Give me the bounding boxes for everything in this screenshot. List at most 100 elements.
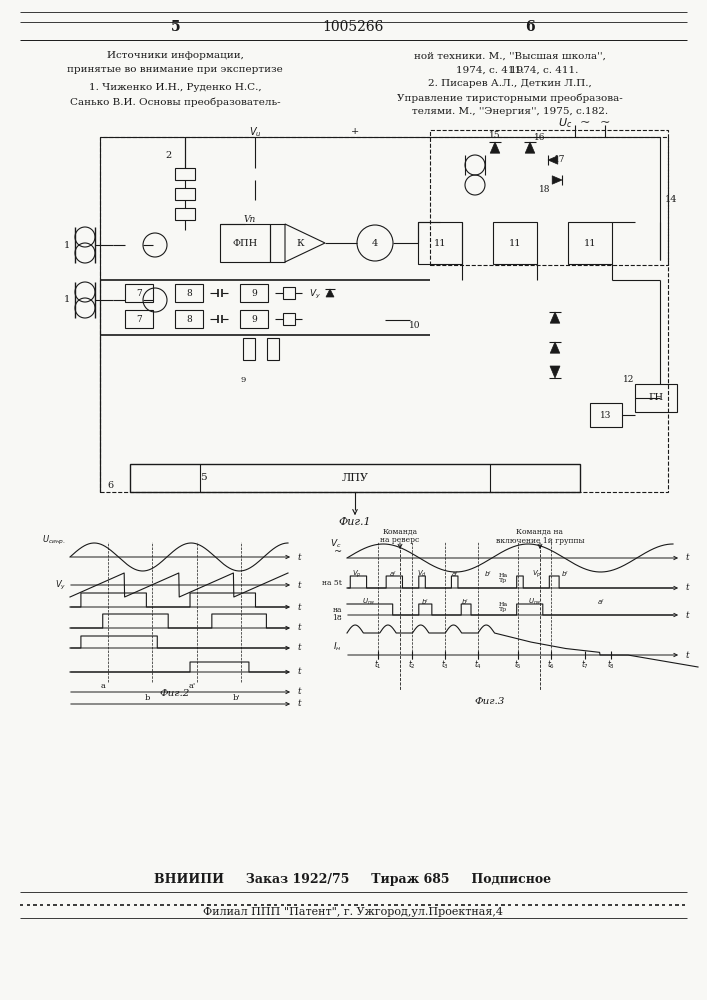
- Polygon shape: [525, 142, 534, 153]
- Text: $V_u$: $V_u$: [249, 125, 262, 139]
- Text: 6: 6: [525, 20, 534, 34]
- Bar: [100, 137, 668, 492]
- Text: b: b: [145, 694, 150, 702]
- Polygon shape: [550, 312, 560, 323]
- Text: $V_p$: $V_p$: [532, 568, 542, 580]
- Bar: [175, 168, 195, 180]
- Text: $U_c$: $U_c$: [558, 116, 572, 130]
- Text: ной техники. М., ''Высшая школа'',: ной техники. М., ''Высшая школа'',: [414, 51, 606, 60]
- Text: Vп: Vп: [244, 216, 256, 225]
- Polygon shape: [548, 156, 558, 164]
- Text: 2. Писарев А.Л., Деткин Л.П.,: 2. Писарев А.Л., Деткин Л.П.,: [428, 80, 592, 89]
- Bar: [243, 338, 255, 360]
- Text: t: t: [298, 668, 302, 676]
- Text: 1: 1: [64, 296, 70, 304]
- Text: t: t: [298, 688, 302, 696]
- Text: $t_2$: $t_2$: [408, 659, 416, 671]
- Polygon shape: [490, 142, 500, 153]
- Text: $a'$: $a'$: [597, 597, 605, 607]
- Text: 2: 2: [165, 150, 172, 159]
- Text: $t_6$: $t_6$: [547, 659, 556, 671]
- Text: 4: 4: [372, 238, 378, 247]
- Text: $U_{гм}$: $U_{гм}$: [362, 597, 375, 607]
- Bar: [175, 208, 195, 220]
- Text: $t_1$: $t_1$: [375, 659, 382, 671]
- Bar: [240, 284, 268, 302]
- Bar: [493, 222, 537, 264]
- Text: 14: 14: [665, 196, 677, 205]
- Text: 5: 5: [171, 20, 181, 34]
- Text: К: К: [296, 238, 304, 247]
- Text: t: t: [298, 624, 302, 633]
- Bar: [220, 224, 270, 262]
- Text: 13: 13: [600, 410, 612, 420]
- Bar: [283, 313, 295, 325]
- Text: 17: 17: [554, 155, 566, 164]
- Text: $t_4$: $t_4$: [474, 659, 482, 671]
- Text: t: t: [686, 554, 689, 562]
- Text: $t_3$: $t_3$: [441, 659, 449, 671]
- Text: $b'$: $b'$: [484, 569, 492, 579]
- Text: $V_y$: $V_y$: [54, 578, 66, 592]
- Text: 18: 18: [332, 614, 342, 622]
- Text: 11: 11: [584, 238, 596, 247]
- Text: 1. Чиженко И.Н., Руденко Н.С.,: 1. Чиженко И.Н., Руденко Н.С.,: [88, 84, 262, 93]
- Bar: [418, 222, 462, 264]
- Bar: [130, 464, 580, 492]
- Text: принятые во внимание при экспертизе: принятые во внимание при экспертизе: [67, 66, 283, 75]
- Text: ВНИИПИ     Заказ 1922/75     Тираж 685     Подписное: ВНИИПИ Заказ 1922/75 Тираж 685 Подписное: [154, 874, 551, 886]
- Text: a: a: [100, 682, 105, 690]
- Text: на реверс: на реверс: [380, 536, 420, 544]
- Text: на: на: [332, 606, 342, 614]
- Bar: [175, 188, 195, 200]
- Text: t: t: [686, 584, 689, 592]
- Text: 9: 9: [240, 376, 246, 384]
- Text: t: t: [298, 602, 302, 611]
- Bar: [430, 130, 668, 265]
- Text: ФПН: ФПН: [233, 238, 257, 247]
- Text: Фиг.2: Фиг.2: [160, 688, 190, 698]
- Text: t: t: [686, 650, 689, 660]
- Text: 9: 9: [251, 314, 257, 324]
- Text: ~: ~: [580, 116, 590, 129]
- Text: Источники информации,: Источники информации,: [107, 51, 243, 60]
- Text: на 5t: на 5t: [322, 579, 342, 587]
- Text: включение 1й группы: включение 1й группы: [496, 537, 584, 545]
- Bar: [283, 287, 295, 299]
- Text: $U_{гм}$: $U_{гм}$: [528, 597, 542, 607]
- Text: $b'$: $b'$: [421, 597, 429, 607]
- Text: $V_d$: $V_d$: [416, 569, 426, 579]
- Text: $V_c$: $V_c$: [330, 538, 342, 550]
- Text: На
Тр: На Тр: [498, 602, 508, 612]
- Text: ЛПУ: ЛПУ: [341, 473, 368, 483]
- Text: $a'$: $a'$: [451, 569, 459, 579]
- Text: 1: 1: [64, 240, 70, 249]
- Text: Управление тиристорными преобразова-: Управление тиристорными преобразова-: [397, 93, 623, 103]
- Text: 8: 8: [186, 314, 192, 324]
- Bar: [590, 403, 622, 427]
- Text: t: t: [686, 610, 689, 619]
- Text: Фиг.1: Фиг.1: [339, 517, 371, 527]
- Text: 11: 11: [509, 238, 521, 247]
- Text: 7: 7: [136, 288, 142, 298]
- Text: ГН: ГН: [648, 393, 664, 402]
- Text: 1974, с. 411.: 1974, с. 411.: [510, 66, 578, 75]
- Bar: [267, 338, 279, 360]
- Text: $t_8$: $t_8$: [607, 659, 615, 671]
- Bar: [125, 284, 153, 302]
- Text: $U_{синр.}$: $U_{синр.}$: [42, 533, 66, 547]
- Bar: [125, 310, 153, 328]
- Text: $b'$: $b'$: [561, 569, 569, 579]
- Text: t: t: [298, 700, 302, 708]
- Text: 11: 11: [434, 238, 446, 247]
- Text: 9: 9: [251, 288, 257, 298]
- Polygon shape: [550, 366, 560, 378]
- Text: Филиал ППП "Патент", г. Ужгород,ул.Проектная,4: Филиал ППП "Патент", г. Ужгород,ул.Проек…: [203, 907, 503, 917]
- Text: Фиг.3: Фиг.3: [475, 698, 506, 706]
- Text: 18: 18: [539, 186, 551, 194]
- Text: 7: 7: [136, 314, 142, 324]
- Text: $a'$: $a'$: [390, 569, 397, 579]
- Text: 10: 10: [409, 320, 421, 330]
- Text: t: t: [298, 552, 302, 562]
- Text: a': a': [188, 682, 195, 690]
